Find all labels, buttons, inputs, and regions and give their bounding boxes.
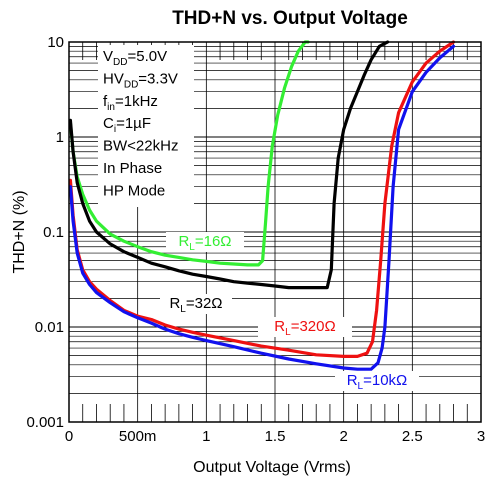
series-label-bg: [335, 371, 419, 391]
chart-title: THD+N vs. Output Voltage: [172, 8, 408, 29]
series-line-2: [68, 40, 456, 358]
series-lines: [68, 40, 456, 371]
x-tick-label: 3: [477, 428, 485, 445]
series-label: RL=320Ω: [274, 318, 335, 338]
x-axis-label: Output Voltage (Vrms): [193, 459, 351, 476]
condition-line: VDD=5.0V: [103, 48, 167, 68]
grid-lines: [68, 42, 482, 423]
series-label-bg: [160, 294, 232, 314]
y-tick-label: 1: [56, 129, 64, 146]
series-label-bg: [166, 232, 244, 252]
y-tick-label: 0.001: [26, 414, 64, 431]
x-tick-label: 500m: [119, 428, 157, 445]
conditions-box: [98, 45, 194, 207]
series-label: RL=16Ω: [178, 233, 231, 253]
series-label: RL=10kΩ: [347, 372, 408, 392]
y-tick-label: 0.1: [43, 224, 64, 241]
x-tick-label: 0: [65, 428, 73, 445]
condition-line: HVDD=3.3V: [103, 70, 178, 90]
y-axis-label: THD+N (%): [11, 190, 28, 273]
series-line-1: [68, 40, 390, 290]
series-label: RL=32Ω: [169, 295, 222, 315]
y-tick-label: 10: [47, 34, 64, 51]
x-tick-label: 1.5: [265, 428, 286, 445]
y-tick-label: 0.01: [35, 319, 64, 336]
x-tick-label: 1: [202, 428, 210, 445]
x-tick-label: 2: [339, 428, 347, 445]
x-tick-labels: 0 500m 1 1.5 2 2.5 3: [65, 428, 485, 445]
condition-line: In Phase: [103, 160, 162, 177]
x-tick-label: 2.5: [402, 428, 423, 445]
condition-line: BW<22kHz: [103, 138, 178, 155]
y-tick-labels: 0.001 0.01 0.1 1 10: [26, 34, 64, 431]
plot-frame: [68, 41, 482, 423]
condition-line: fin=1kHz: [103, 93, 158, 113]
series-line-0: [68, 40, 310, 267]
series-line-3: [68, 44, 456, 371]
condition-line: HP Mode: [103, 182, 165, 199]
condition-line: Ci=1µF: [103, 115, 151, 135]
series-labels: RL=16Ω RL=32Ω RL=320Ω RL=10kΩ: [160, 232, 419, 392]
series-label-bg: [258, 317, 352, 337]
